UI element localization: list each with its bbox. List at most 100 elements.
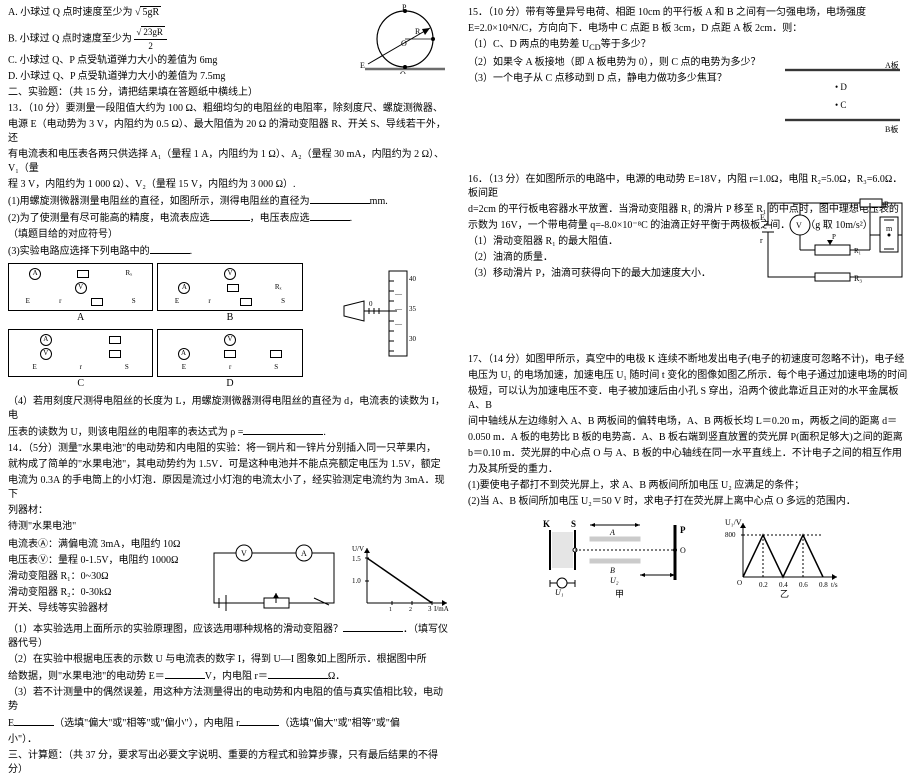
q13-2d: （填题目给的对应符号） xyxy=(8,228,452,242)
bottom-figures: K S A B P O U₁ U₂ 甲 xyxy=(468,515,912,600)
fruit-battery-row: 电流表Ⓐ：满偏电流 3mA，电阻约 10Ω 电压表Ⓥ：量程 0-1.5V，电阻约… xyxy=(8,538,452,618)
circle-figure: E P R O Q xyxy=(360,4,450,74)
svg-text:—: — xyxy=(394,305,403,313)
fruit-circuit-svg: V A xyxy=(204,543,344,613)
q17f: b＝0.10 m．荧光屏的中心点 O 与 A、B 板的中心轴线在同一水平直线上．… xyxy=(468,447,912,461)
q14a: 14．（5分）测量"水果电池"的电动势和内电阻的实验：将一铜片和一锌片分别插入同… xyxy=(8,442,452,456)
circuit-c: A V ErS C xyxy=(8,329,153,391)
svg-text:U/V: U/V xyxy=(352,545,364,553)
q14d: 列器材： xyxy=(8,504,452,518)
q14i: 滑动变阻器 R₂：0-30kΩ xyxy=(8,586,196,600)
q17-1: (1)要使电子都打不到荧光屏上，求 A、B 两板间所加电压 U₂ 应满足的条件； xyxy=(468,479,912,493)
svg-text:O: O xyxy=(401,39,407,48)
svg-text:0: 0 xyxy=(369,300,373,308)
q13-1: (1)用螺旋测微器测量电阻丝的直径，如图所示，测得电阻丝的直径为mm. xyxy=(8,194,452,209)
svg-text:A: A xyxy=(609,528,615,537)
svg-text:1.0: 1.0 xyxy=(352,577,361,585)
q17a: 17、（14 分）如图甲所示，真空中的电极 K 连续不断地发出电子(电子的初速度… xyxy=(468,353,912,367)
q13-b: 电源 E（电动势为 3 V，内阻约为 0.5 Ω）、最大阻值为 20 Ω 的滑动… xyxy=(8,118,452,146)
svg-text:0.8: 0.8 xyxy=(819,581,828,589)
svg-text:P: P xyxy=(402,4,407,12)
q14h: 滑动变阻器 R₁：0~30Ω xyxy=(8,570,196,584)
svg-text:V: V xyxy=(796,221,802,230)
circuit-r2-figure: E r V R₂ m P R₁ R₃ xyxy=(760,195,910,285)
svg-text:U₂: U₂ xyxy=(610,576,619,585)
setup-figure: K S A B P O U₁ U₂ 甲 xyxy=(535,515,705,600)
q14p: 小"）． xyxy=(8,733,452,747)
svg-text:• C: • C xyxy=(835,100,846,110)
q13-4b: 压表的读数为 U，则该电阻丝的电阻率的表达式为 ρ =. xyxy=(8,425,452,440)
svg-text:0.2: 0.2 xyxy=(759,581,768,589)
q14k: （1）本实验选用上面所示的实验原理图，应该选用哪种规格的滑动变阻器？．（填写仪器… xyxy=(8,622,452,651)
q17c: 极短，可以认为加速电压不变．电子被加速后由小孔 S 穿出，沿两个彼此靠近且正对的… xyxy=(468,385,912,413)
svg-text:V: V xyxy=(241,549,247,558)
q14c: 电流为 0.3A 的手电筒上的小灯泡．原因是流过小灯泡的电流太小了，经实验测定电… xyxy=(8,474,452,502)
q14j: 开关、导线等实验器材 xyxy=(8,602,196,616)
svg-text:U₁: U₁ xyxy=(555,588,564,597)
svg-text:1.5: 1.5 xyxy=(352,555,361,563)
capacitor-figure: A板 • D • C B板 xyxy=(780,60,910,135)
svg-text:A板: A板 xyxy=(885,60,899,70)
svg-text:S: S xyxy=(571,519,576,529)
q14m: 给数据，则"水果电池"的电动势 E＝V，内电阻 r＝Ω． xyxy=(8,669,452,684)
q13-2: (2)为了使测量有尽可能高的精度，电流表应选，电压表应选. xyxy=(8,211,452,226)
svg-text:I/mA: I/mA xyxy=(434,605,449,613)
svg-text:甲: 甲 xyxy=(615,589,624,599)
q14n: （3）若不计测量中的偶然误差，用这种方法测量得出的电动势和内电阻的值与真实值相比… xyxy=(8,686,452,714)
q13-3: (3)实验电路应选择下列电路中的. xyxy=(8,244,452,259)
svg-text:O: O xyxy=(680,546,686,555)
q13-a: 13．（10 分）要测量一段阻值大约为 100 Ω、粗细均匀的电阻丝的电阻率，除… xyxy=(8,102,452,116)
right-column: 15．（10 分）带有等量异号电荷、相距 10cm 的平行板 A 和 B 之间有… xyxy=(460,0,920,650)
q13-c: 有电流表和电压表各两只供选择 A₁（量程 1 A，内阻约为 1 Ω）、A₂（量程… xyxy=(8,148,452,176)
section-2: 二、实验题：（共 15 分，请把结果填在答题纸中横线上） xyxy=(8,86,452,100)
uv-graph: U/V 1.5 1.0 I/mA 3 1 2 xyxy=(352,543,452,613)
svg-text:R₁: R₁ xyxy=(854,247,861,255)
svg-text:2: 2 xyxy=(409,607,412,613)
svg-text:B板: B板 xyxy=(885,124,898,134)
svg-text:3: 3 xyxy=(428,605,432,613)
q17d: 间中轴线从左边缘射入 A、B 两板间的偏转电场，A、B 两板长均 L＝0.20 … xyxy=(468,415,912,429)
q14f: 电流表Ⓐ：满偏电流 3mA，电阻约 10Ω xyxy=(8,538,196,552)
svg-text:E: E xyxy=(360,61,365,70)
svg-text:P: P xyxy=(680,525,686,535)
q13-4a: （4）若用刻度尺测得电阻丝的长度为 L，用螺旋测微器测得电阻丝的直径为 d，电流… xyxy=(8,395,452,423)
left-column: E P R O Q A. 小球过 Q 点时速度至少为 5gR B. 小球过 Q … xyxy=(0,0,460,650)
circuit-a: ARₓ V ErS A xyxy=(8,263,153,325)
svg-text:r: r xyxy=(760,236,763,245)
svg-text:B: B xyxy=(610,566,615,575)
svg-text:—: — xyxy=(394,320,403,328)
q15b: E=2.0×10⁴N/C，方向向下．电场中 C 点距 B 板 3cm，D 点距 … xyxy=(468,22,912,36)
svg-text:800: 800 xyxy=(725,531,736,539)
svg-text:30: 30 xyxy=(409,335,417,343)
q14b: 就构成了简单的"水果电池"，其电动势约为 1.5V．可是这种电池并不能点亮额定电… xyxy=(8,458,452,472)
q17g: 力及其所受的重力． xyxy=(468,463,912,477)
svg-text:1: 1 xyxy=(389,607,392,613)
svg-text:E: E xyxy=(760,213,765,222)
svg-text:40: 40 xyxy=(409,275,417,283)
svg-text:乙: 乙 xyxy=(780,589,789,599)
q13-d: 程 3 V，内阻约为 1 000 Ω）、V₂（量程 15 V，内阻约为 3 00… xyxy=(8,178,452,192)
q14l: （2）在实验中根据电压表的示数 U 与电流表的数字 I，得到 U—I 图象如上图… xyxy=(8,653,452,667)
micrometer-scale: 40 35 30 0 — — — xyxy=(307,263,452,391)
svg-text:R₃: R₃ xyxy=(854,274,862,283)
svg-text:U₁/V: U₁/V xyxy=(725,518,742,527)
q17b: 电压为 U₁ 的电场加速，加速电压 U₁ 随时间 t 变化的图像如图乙所示．每个… xyxy=(468,369,912,383)
svg-text:• D: • D xyxy=(835,82,847,92)
svg-text:P: P xyxy=(832,233,836,241)
q14e: 待测"水果电池" xyxy=(8,520,452,534)
q15a: 15．（10 分）带有等量异号电荷、相距 10cm 的平行板 A 和 B 之间有… xyxy=(468,6,912,20)
graph-figure: U₁/V 800 O 0.2 0.4 0.6 0.8 t/s 乙 xyxy=(725,515,845,600)
svg-text:O: O xyxy=(737,579,742,587)
svg-text:35: 35 xyxy=(409,305,417,313)
circuit-b: V ARₓ ErS B xyxy=(157,263,302,325)
svg-text:0.4: 0.4 xyxy=(779,581,788,589)
svg-text:R: R xyxy=(415,27,421,36)
svg-text:—: — xyxy=(394,290,403,298)
circuit-d: V A ErS D xyxy=(157,329,302,391)
svg-text:t/s: t/s xyxy=(831,581,838,589)
svg-text:Q: Q xyxy=(400,70,406,74)
q14g: 电压表Ⓥ：量程 0-1.5V，电阻约 1000Ω xyxy=(8,554,196,568)
svg-text:R₂: R₂ xyxy=(884,200,892,209)
q17-2: (2)当 A、B 板间所加电压 U₂＝50 V 时，求电子打在荧光屏上离中心点 … xyxy=(468,495,912,509)
svg-text:0.6: 0.6 xyxy=(799,581,808,589)
